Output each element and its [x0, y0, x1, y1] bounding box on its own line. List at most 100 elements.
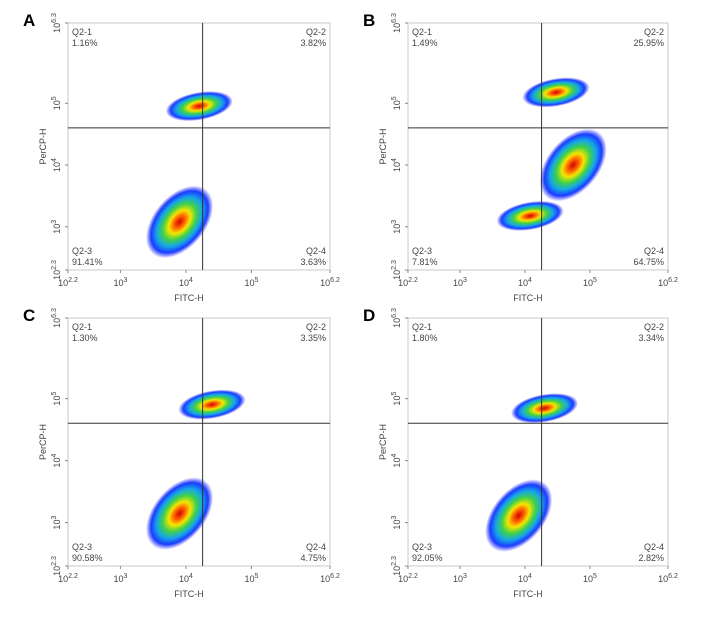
quadrant-percent: 3.82%	[300, 38, 326, 48]
quadrant-name: Q2-3	[72, 246, 92, 256]
quadrant-percent: 1.80%	[412, 333, 438, 343]
tick-base: 10	[453, 574, 463, 584]
x-tick-label: 102.2	[58, 573, 78, 584]
tick-base: 10	[583, 574, 593, 584]
quadrant-percent: 90.58%	[72, 553, 103, 563]
tick-base: 10	[392, 458, 402, 468]
tick-base: 10	[518, 278, 528, 288]
quadrant-percent: 64.75%	[633, 257, 664, 267]
quadrant-percent: 1.49%	[412, 38, 438, 48]
quadrant-percent: 91.41%	[72, 257, 103, 267]
tick-base: 10	[320, 278, 330, 288]
x-tick-label: 106.2	[320, 573, 340, 584]
tick-exponent: 5	[254, 277, 258, 284]
x-tick-label: 104	[179, 277, 193, 288]
cell-cluster	[539, 128, 607, 202]
panel-label: C	[23, 306, 35, 325]
x-tick-label: 106.2	[320, 277, 340, 288]
plot-frame	[67, 317, 331, 567]
tick-base: 10	[52, 458, 62, 468]
tick-base: 10	[52, 23, 62, 33]
y-tick-label: 103	[51, 220, 62, 234]
y-tick-label: 104	[391, 454, 402, 468]
tick-exponent: 6.3	[51, 308, 58, 318]
y-axis-label: PerCP-H	[38, 424, 48, 460]
x-tick-label: 103	[113, 277, 127, 288]
tick-exponent: 6.3	[391, 308, 398, 318]
tick-exponent: 2.2	[408, 277, 418, 284]
cell-cluster	[485, 479, 553, 552]
tick-base: 10	[658, 574, 668, 584]
tick-base: 10	[179, 574, 189, 584]
y-axis-label: PerCP-H	[378, 128, 388, 164]
panel-label: A	[23, 11, 35, 30]
tick-exponent: 2.2	[68, 277, 78, 284]
quadrant-percent: 1.16%	[72, 38, 98, 48]
tick-base: 10	[518, 574, 528, 584]
tick-base: 10	[52, 318, 62, 328]
cell-cluster	[146, 477, 214, 550]
plot-frame	[67, 22, 331, 271]
x-tick-label: 103	[453, 573, 467, 584]
tick-exponent: 3	[463, 277, 467, 284]
cell-cluster	[522, 77, 590, 108]
x-axis-label: FITC-H	[174, 293, 204, 303]
quadrant-percent: 92.05%	[412, 553, 443, 563]
x-axis-label: FITC-H	[513, 589, 543, 599]
quadrant-name: Q2-2	[644, 322, 664, 332]
tick-base: 10	[392, 100, 402, 110]
tick-exponent: 2.2	[68, 573, 78, 580]
tick-exponent: 6.3	[391, 13, 398, 23]
cell-cluster	[496, 200, 564, 231]
tick-base: 10	[583, 278, 593, 288]
tick-base: 10	[658, 278, 668, 288]
y-tick-label: 103	[391, 220, 402, 234]
tick-base: 10	[179, 278, 189, 288]
quadrant-percent: 2.82%	[638, 553, 664, 563]
tick-exponent: 6.2	[668, 277, 678, 284]
tick-exponent: 4	[391, 158, 398, 162]
tick-exponent: 5	[254, 573, 258, 580]
y-tick-label: 102.3	[391, 556, 402, 576]
tick-base: 10	[392, 520, 402, 530]
x-tick-label: 105	[583, 277, 597, 288]
quadrant-percent: 4.75%	[300, 553, 326, 563]
tick-exponent: 4	[189, 573, 193, 580]
quadrant-percent: 3.35%	[300, 333, 326, 343]
tick-exponent: 2.3	[51, 556, 58, 566]
quadrant-name: Q2-2	[306, 27, 326, 37]
x-tick-label: 104	[179, 573, 193, 584]
panel-label: B	[363, 11, 375, 30]
quadrant-name: Q2-4	[306, 542, 326, 552]
y-tick-label: 103	[391, 516, 402, 530]
tick-base: 10	[244, 574, 254, 584]
y-tick-label: 106.3	[51, 308, 62, 328]
quadrant-name: Q2-3	[412, 542, 432, 552]
plot-frame	[407, 22, 669, 271]
quadrant-percent: 25.95%	[633, 38, 664, 48]
x-tick-label: 104	[518, 573, 532, 584]
tick-exponent: 4	[51, 454, 58, 458]
tick-base: 10	[392, 318, 402, 328]
x-tick-label: 105	[583, 573, 597, 584]
tick-exponent: 5	[51, 96, 58, 100]
tick-exponent: 3	[123, 573, 127, 580]
quadrant-name: Q2-4	[306, 246, 326, 256]
y-tick-label: 103	[51, 516, 62, 530]
quadrant-name: Q2-1	[72, 322, 92, 332]
tick-base: 10	[392, 162, 402, 172]
tick-exponent: 4	[189, 277, 193, 284]
tick-exponent: 5	[391, 96, 398, 100]
y-tick-label: 105	[391, 392, 402, 406]
tick-exponent: 5	[391, 392, 398, 396]
y-tick-label: 102.3	[51, 556, 62, 576]
tick-base: 10	[52, 396, 62, 406]
quadrant-name: Q2-1	[72, 27, 92, 37]
tick-exponent: 5	[593, 573, 597, 580]
y-tick-label: 106.3	[391, 13, 402, 33]
tick-exponent: 2.3	[391, 260, 398, 270]
y-tick-label: 105	[51, 96, 62, 110]
x-tick-label: 103	[113, 573, 127, 584]
quadrant-percent: 3.34%	[638, 333, 664, 343]
